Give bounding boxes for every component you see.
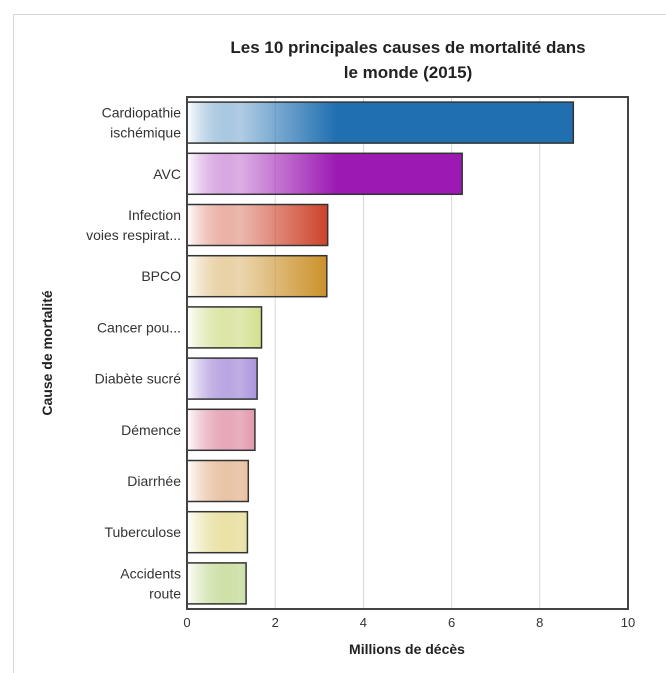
category-label: Infection: [128, 207, 181, 223]
bar: [186, 510, 249, 554]
x-tick-label: 4: [360, 615, 367, 630]
bar: [186, 562, 247, 605]
bar: [186, 152, 463, 196]
category-label: BPCO: [141, 268, 181, 284]
category-label: Diarrhée: [127, 473, 181, 489]
category-labels: Cardiopathie ischémique AVC Infection voies …: [86, 105, 181, 602]
bar: [186, 306, 263, 349]
x-tick-label: 6: [448, 615, 455, 630]
chart-title: Les 10 principales causes de mortalité d…: [230, 38, 585, 82]
category-label: Cancer pou...: [97, 319, 181, 335]
x-tick-label: 0: [183, 615, 190, 630]
x-tick-label: 8: [536, 615, 543, 630]
category-label: ischémique: [110, 125, 181, 141]
bar: [186, 408, 256, 452]
y-axis-title: Cause de mortalité: [39, 290, 55, 415]
bar: [186, 101, 575, 144]
category-label: Cardiopathie: [102, 105, 182, 121]
x-axis-title: Millions de décès: [349, 641, 465, 657]
category-label: Tuberculose: [104, 524, 181, 540]
chart-title-line: Les 10 principales causes de mortalité d…: [230, 38, 585, 57]
category-label: voies respirat...: [86, 227, 181, 243]
category-label: Diabète sucré: [95, 371, 182, 387]
x-tick-labels: 0 2 4 6 8 10: [183, 615, 635, 630]
category-label: AVC: [153, 166, 181, 182]
bars: [186, 101, 575, 605]
bar: [186, 459, 250, 503]
category-label: Démence: [121, 422, 181, 438]
category-label: route: [149, 585, 181, 601]
bar: [186, 357, 258, 400]
chart-title-line: le monde (2015): [344, 63, 473, 82]
category-label: Accidents: [120, 565, 181, 581]
bar: [186, 254, 328, 298]
bar: [186, 203, 329, 247]
x-tick-label: 10: [621, 615, 635, 630]
x-tick-label: 2: [272, 615, 279, 630]
plot-area-border: [186, 96, 629, 610]
